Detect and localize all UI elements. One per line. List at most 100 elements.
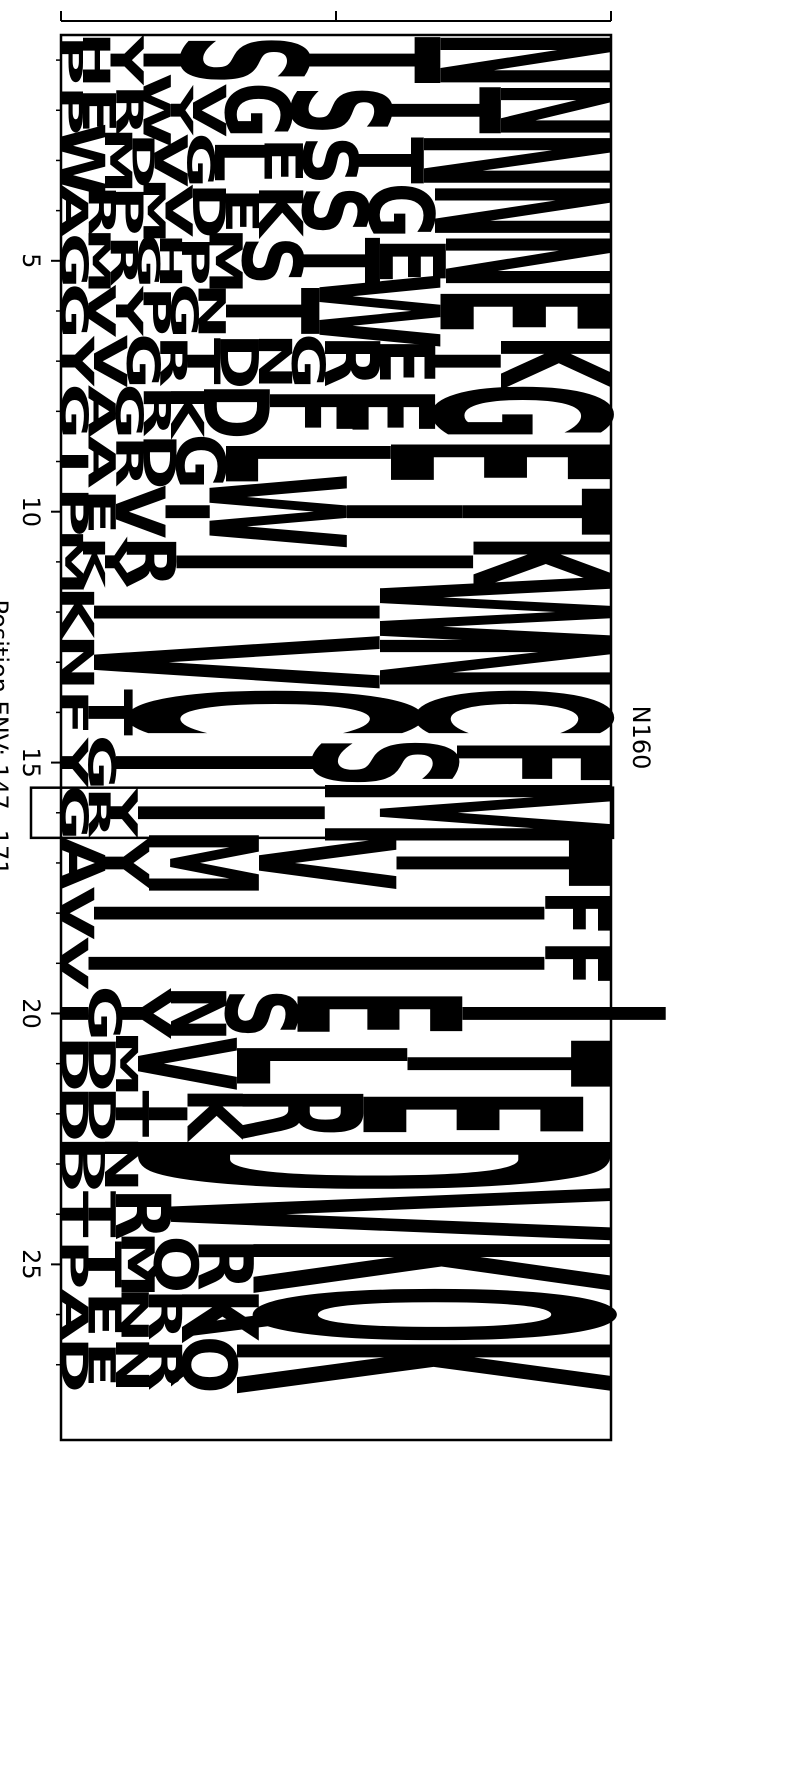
- logo-letter-i: I: [80, 549, 554, 574]
- x-axis-label: Position ENV: 147−171: [0, 599, 13, 875]
- logo-letter-n: N: [112, 1286, 156, 1343]
- logo-letter-v: V: [1, 636, 457, 689]
- logo-letter-f: F: [524, 890, 629, 937]
- logo-letter-m: M: [109, 1030, 144, 1098]
- logo-letter-r: R: [150, 335, 194, 388]
- highlight-box: [29, 786, 615, 840]
- logo-letter-v: V: [214, 837, 433, 890]
- logo-letter-n: N: [248, 333, 301, 390]
- x-tick-label: 20: [17, 998, 45, 1029]
- logo-letter-k: K: [170, 1087, 258, 1142]
- y-tick-label: 0.0: [42, 0, 80, 5]
- logo-letter-e: E: [319, 438, 671, 485]
- logo-letter-e: E: [72, 87, 125, 134]
- logo-letter-m: M: [199, 227, 252, 295]
- logo-letter-t: T: [177, 338, 230, 385]
- logo-letter-g: G: [348, 183, 453, 239]
- logo-letter-m: M: [111, 1230, 164, 1298]
- logo-letter-y: Y: [100, 34, 153, 86]
- logo-letter-v: V: [105, 1037, 263, 1090]
- logo-letter-e: E: [292, 1091, 644, 1138]
- logo-letter-k: K: [137, 1238, 707, 1293]
- logo-letter-w: W: [280, 273, 474, 348]
- logo-letter-t: T: [337, 137, 442, 184]
- logo-letter-w: W: [134, 73, 178, 148]
- logo-letter-g: G: [116, 333, 169, 389]
- logo-letter-s: S: [140, 35, 341, 84]
- logo-letter-d: D: [79, 1035, 123, 1092]
- logo-letter-r: R: [138, 1338, 191, 1391]
- logo-letter-e: E: [79, 1341, 123, 1388]
- logo-letter-d: D: [125, 132, 160, 189]
- chart-title: N160: [627, 706, 655, 770]
- logo-letter-t: T: [74, 689, 144, 736]
- logo-letter-d: D: [133, 433, 186, 490]
- logo-letter-f: F: [407, 739, 653, 786]
- logo-letter-m: M: [95, 126, 139, 194]
- logo-letter-y: Y: [105, 988, 184, 1039]
- logo-letter-g: G: [78, 985, 131, 1041]
- logo-letter-s: S: [223, 236, 319, 285]
- logo-letter-r: R: [81, 786, 116, 839]
- logo-letter-g: G: [106, 383, 150, 439]
- logo-letter-d: D: [0, 1136, 740, 1193]
- logo-letter-e: E: [78, 1291, 131, 1338]
- x-tick-label: 25: [17, 1249, 45, 1280]
- logo-letter-i: I: [414, 348, 519, 373]
- logo-letter-m: M: [113, 829, 289, 897]
- logo-letter-t: T: [79, 1191, 123, 1238]
- logo-letter-s: S: [282, 186, 387, 235]
- logo-letter-t: T: [278, 238, 400, 285]
- logo-letter-r: R: [203, 1088, 397, 1141]
- logo-letter-i: I: [309, 499, 493, 524]
- logo-letter-k: K: [244, 184, 314, 239]
- logo-letter-n: N: [385, 32, 658, 89]
- logo-letter-g: G: [161, 283, 205, 339]
- logo-letter-v: V: [182, 84, 235, 137]
- logo-letter-s: S: [259, 86, 417, 135]
- logo-letter-d: D: [76, 1136, 111, 1193]
- logo-letter-n: N: [363, 132, 661, 189]
- logo-letter-f: F: [524, 940, 629, 987]
- logo-letter-n: N: [378, 182, 658, 239]
- logo-letter-v: V: [144, 134, 197, 187]
- logo-letter-v: V: [156, 184, 200, 237]
- logo-letter-k: K: [465, 335, 641, 390]
- logo-letter-s: S: [203, 989, 317, 1038]
- logo-letter-t: T: [195, 288, 343, 335]
- logo-letter-t: T: [78, 1241, 131, 1288]
- logo-letter-y: Y: [101, 787, 145, 839]
- logo-letter-p: P: [172, 236, 216, 286]
- logo-letter-r: R: [79, 184, 123, 237]
- logo-letter-e: E: [215, 187, 268, 234]
- logo-letter-i: I: [0, 900, 668, 925]
- logo-letter-g: G: [131, 233, 166, 289]
- logo-letter-r: R: [110, 536, 189, 589]
- logo-letter-g: G: [79, 735, 123, 791]
- x-tick-label: 5: [17, 253, 45, 268]
- logo-letter-d: D: [183, 383, 288, 440]
- logo-letter-d: D: [182, 182, 235, 239]
- logo-letter-g: G: [378, 383, 658, 439]
- logo-letter-e: E: [325, 388, 457, 435]
- logo-letter-q: Q: [140, 1235, 210, 1293]
- logo-letter-r: R: [307, 335, 395, 388]
- logo-letter-c: C: [356, 687, 663, 737]
- logo-letter-n: N: [465, 82, 641, 139]
- logo-letter-g: G: [160, 433, 239, 489]
- axes: 5 10 15 20 25 0.0 0.5 1.0: [17, 0, 630, 1366]
- logo-letter-t: T: [342, 1040, 666, 1087]
- logo-letter-y: Y: [98, 536, 133, 588]
- logo-letter-t: T: [326, 840, 668, 887]
- logo-letter-c: C: [39, 687, 495, 737]
- logo-letter-k: K: [50, 586, 103, 641]
- logo-letter-i: I: [1, 599, 457, 624]
- logo-letter-e: E: [362, 338, 450, 385]
- logo-letter-q: Q: [164, 1336, 252, 1394]
- logo-letter-a: A: [79, 385, 123, 438]
- logo-letter-e: E: [79, 488, 123, 535]
- logo-letter-n: N: [189, 282, 233, 339]
- logo-letter-k: K: [76, 535, 111, 591]
- logo-letter-m: M: [81, 227, 116, 295]
- logo-letter-e: E: [359, 237, 464, 284]
